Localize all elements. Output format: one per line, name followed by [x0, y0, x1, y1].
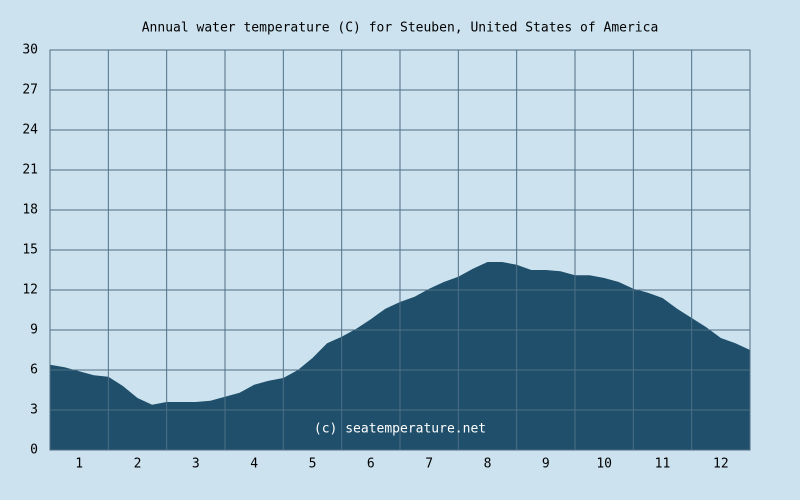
annotation: (c) seatemperature.net	[314, 422, 486, 437]
y-tick-label: 3	[30, 403, 38, 418]
x-tick-label: 12	[713, 457, 729, 472]
x-tick-label: 11	[655, 457, 671, 472]
y-tick-label: 9	[30, 323, 38, 338]
x-tick-label: 3	[192, 457, 200, 472]
x-tick-label: 9	[542, 457, 550, 472]
y-tick-label: 30	[22, 43, 38, 58]
x-tick-label: 6	[367, 457, 375, 472]
x-tick-label: 7	[425, 457, 433, 472]
x-tick-label: 5	[309, 457, 317, 472]
x-tick-label: 4	[250, 457, 258, 472]
chart-title: Annual water temperature (C) for Steuben…	[142, 21, 659, 36]
plot-border	[49, 49, 751, 451]
y-tick-label: 21	[22, 163, 38, 178]
y-tick-label: 0	[30, 443, 38, 458]
y-tick-label: 6	[30, 363, 38, 378]
x-tick-label: 8	[484, 457, 492, 472]
y-tick-label: 27	[22, 83, 38, 98]
y-tick-label: 18	[22, 203, 38, 218]
y-tick-label: 12	[22, 283, 38, 298]
y-tick-label: 24	[22, 123, 38, 138]
y-tick-label: 15	[22, 243, 38, 258]
x-tick-label: 10	[596, 457, 612, 472]
x-tick-label: 2	[134, 457, 142, 472]
x-tick-label: 1	[75, 457, 83, 472]
